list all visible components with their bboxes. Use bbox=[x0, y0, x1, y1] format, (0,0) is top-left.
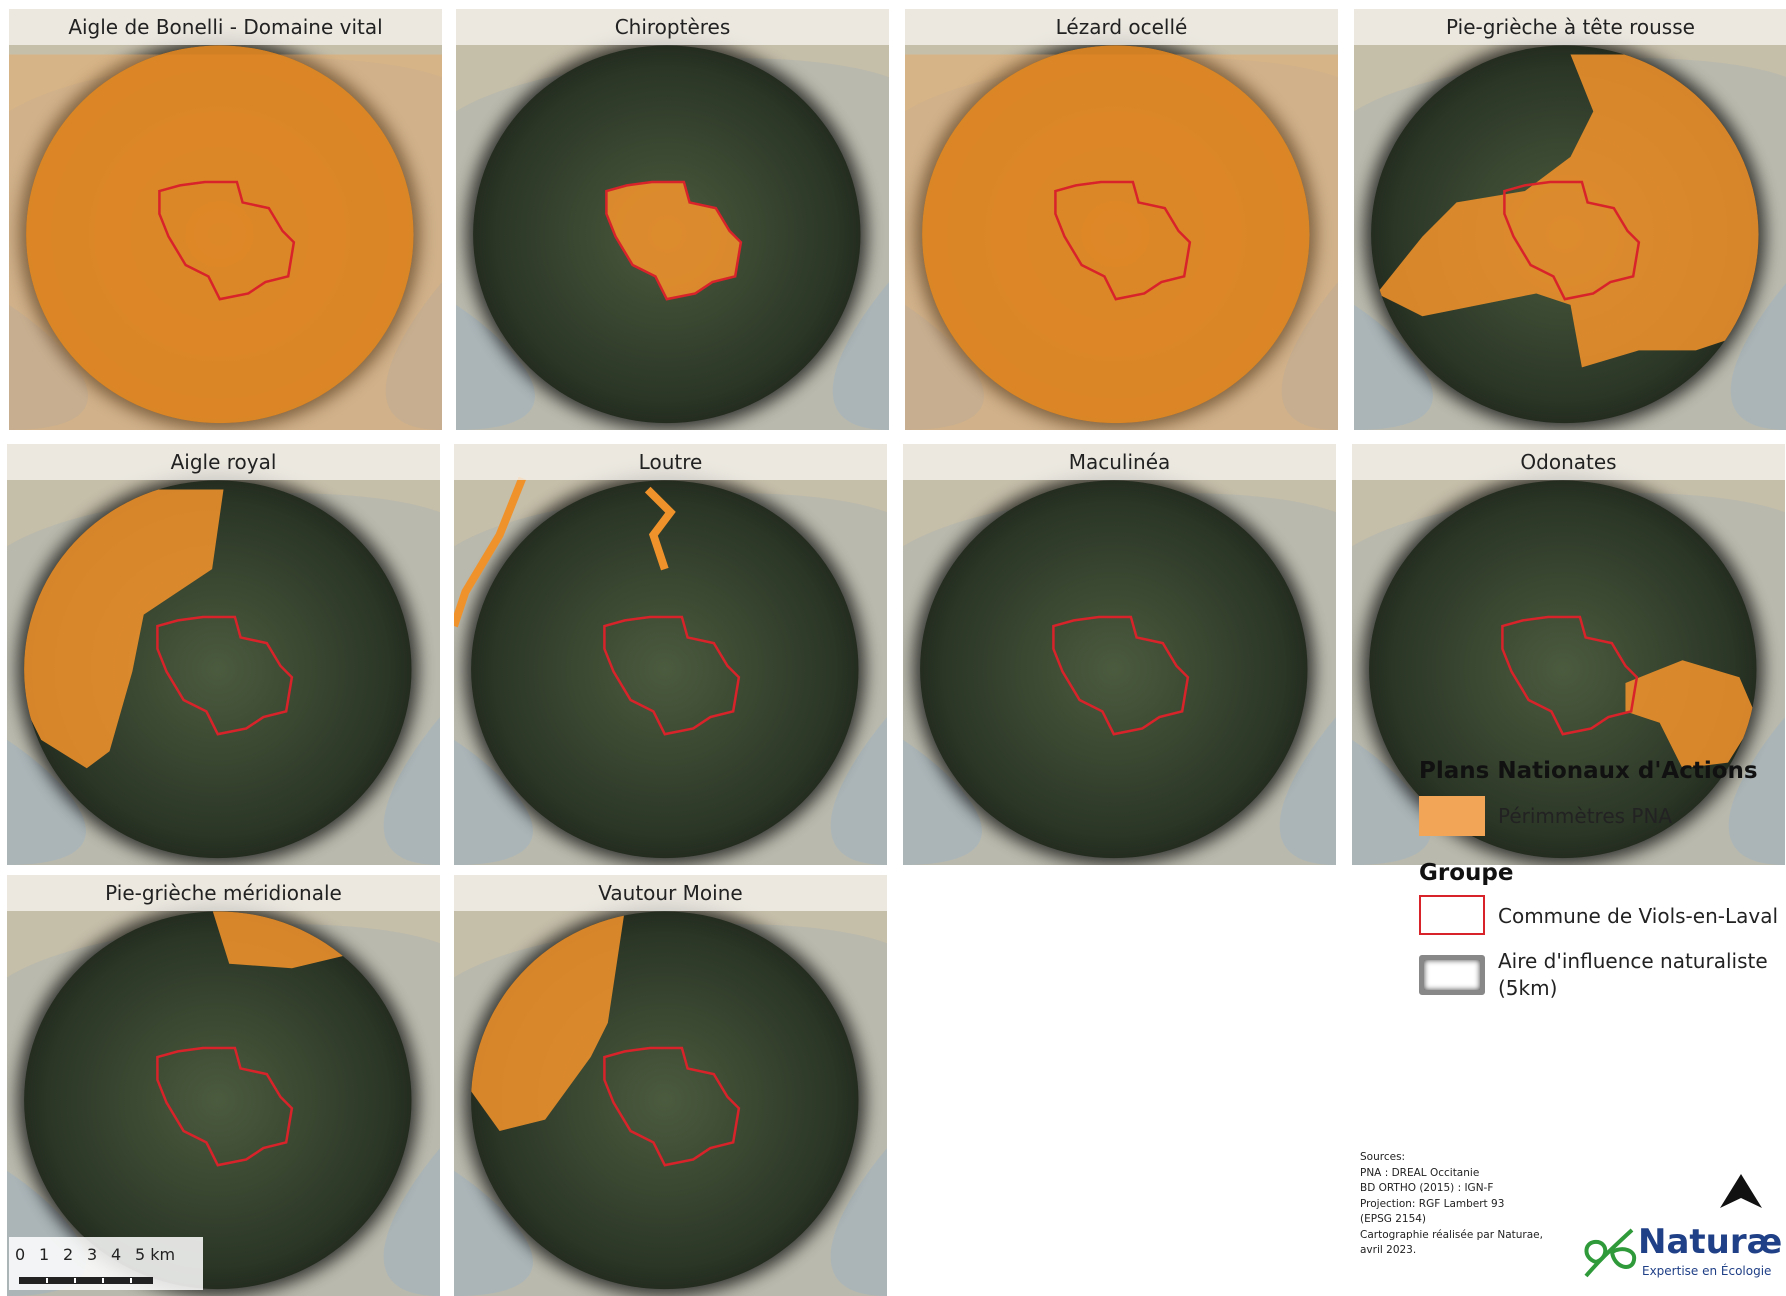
commune-swatch bbox=[1419, 895, 1485, 935]
map bbox=[454, 875, 887, 1296]
map bbox=[7, 875, 440, 1296]
logo-tagline: Expertise en Écologie bbox=[1642, 1264, 1772, 1278]
scale-label: 4 bbox=[111, 1245, 122, 1264]
source-line: PNA : DREAL Occitanie bbox=[1360, 1166, 1480, 1179]
pna-perimeter bbox=[24, 489, 224, 769]
map-panel: Pie-grièche à tête rousse bbox=[1354, 9, 1786, 430]
commune-outline bbox=[603, 615, 741, 736]
north-arrow bbox=[1720, 1174, 1762, 1208]
source-line: (EPSG 2154) bbox=[1360, 1213, 1427, 1225]
pna-area bbox=[1625, 660, 1757, 769]
legend-label: Commune de Viols-en-Laval bbox=[1498, 904, 1779, 928]
legend-heading: Groupe bbox=[1419, 860, 1514, 886]
terrain bbox=[905, 282, 1338, 430]
map bbox=[903, 444, 1336, 865]
influence-area bbox=[471, 480, 859, 859]
terrain bbox=[456, 282, 889, 430]
panel-title: Loutre bbox=[454, 444, 887, 480]
panel-title: Chiroptères bbox=[456, 9, 889, 45]
source-line: avril 2023. bbox=[1360, 1244, 1417, 1256]
influence-area bbox=[920, 480, 1308, 859]
commune-outline bbox=[1501, 615, 1639, 736]
map-panel: Aigle de Bonelli - Domaine vital bbox=[9, 9, 442, 430]
panel-title: Vautour Moine bbox=[454, 875, 887, 911]
terrain bbox=[454, 1148, 887, 1296]
panel-title: Odonates bbox=[1352, 444, 1785, 480]
pna-area bbox=[26, 45, 414, 424]
map-panel: Aigle royal bbox=[7, 444, 440, 865]
source-line: BD ORTHO (2015) : IGN-F bbox=[1360, 1182, 1494, 1194]
map bbox=[905, 9, 1338, 430]
source-line: Projection: RGF Lambert 93 bbox=[1360, 1197, 1505, 1210]
logo-icon bbox=[1584, 1228, 1637, 1278]
commune-outline bbox=[1054, 180, 1192, 301]
pna-area bbox=[212, 911, 349, 969]
legend-label: Périmmètres PNA bbox=[1498, 804, 1673, 828]
map bbox=[454, 444, 887, 865]
source-line: Cartographie réalisée par Naturae, bbox=[1360, 1228, 1543, 1241]
influence-area bbox=[24, 911, 412, 1290]
panel-title: Aigle de Bonelli - Domaine vital bbox=[9, 9, 442, 45]
logo-name: Naturæ bbox=[1638, 1222, 1783, 1262]
map-panel: Odonates bbox=[1352, 444, 1785, 865]
pna-area bbox=[922, 45, 1310, 424]
map-panel: Lézard ocellé bbox=[905, 9, 1338, 430]
map-panel: Chiroptères bbox=[456, 9, 889, 430]
commune-outline bbox=[605, 180, 743, 301]
map bbox=[7, 444, 440, 865]
scale-label: 0 bbox=[15, 1245, 26, 1264]
pna-area bbox=[1376, 54, 1759, 368]
pna-area bbox=[606, 181, 741, 300]
scale-bar-line bbox=[19, 1277, 153, 1284]
legend-label: Aire d'influence naturaliste (5km) bbox=[1498, 949, 1768, 1000]
panel-title: Pie-grièche méridionale bbox=[7, 875, 440, 911]
panel-title: Lézard ocellé bbox=[905, 9, 1338, 45]
legend-heading: Plans Nationaux d'Actions bbox=[1419, 758, 1758, 784]
scale-label: 1 bbox=[39, 1245, 50, 1264]
sources: Sources: PNA : DREAL Occitanie BD ORTHO (2… bbox=[1360, 1150, 1543, 1259]
terrain bbox=[1352, 717, 1785, 865]
commune-outline bbox=[603, 1046, 741, 1167]
commune-outline bbox=[1503, 180, 1641, 301]
terrain bbox=[903, 717, 1336, 865]
pna-swatch bbox=[1419, 796, 1485, 836]
map-panel: Maculinéa bbox=[903, 444, 1336, 865]
terrain bbox=[9, 282, 442, 430]
map bbox=[1352, 444, 1785, 865]
map-panel: Pie-grièche méridionale bbox=[7, 875, 440, 1296]
scale-label: 5 km bbox=[135, 1245, 176, 1264]
pna-river bbox=[454, 476, 676, 628]
map bbox=[9, 9, 442, 430]
panel-title: Aigle royal bbox=[7, 444, 440, 480]
commune-outline bbox=[156, 1046, 294, 1167]
scale-label: 3 bbox=[87, 1245, 98, 1264]
commune-outline bbox=[156, 615, 294, 736]
commune-outline bbox=[158, 180, 296, 301]
influence-area bbox=[1369, 480, 1757, 859]
map-panel: Loutre bbox=[454, 444, 887, 865]
aire-swatch bbox=[1419, 955, 1485, 995]
commune-outline bbox=[1052, 615, 1190, 736]
pna-perimeter bbox=[1376, 54, 1759, 368]
pna-perimeter bbox=[1625, 660, 1757, 769]
source-line: Sources: bbox=[1360, 1151, 1406, 1163]
pna-perimeter bbox=[606, 181, 741, 300]
map bbox=[1354, 9, 1786, 430]
pna-area bbox=[24, 489, 224, 769]
terrain bbox=[1354, 283, 1786, 430]
logo: Naturæ Expertise en Écologie bbox=[1578, 1222, 1782, 1284]
terrain bbox=[7, 717, 440, 865]
panel-title: Pie-grièche à tête rousse bbox=[1354, 9, 1786, 45]
terrain bbox=[454, 717, 887, 865]
map bbox=[456, 9, 889, 430]
map-panel: Vautour Moine bbox=[454, 875, 887, 1296]
panel-title: Maculinéa bbox=[903, 444, 1336, 480]
scale-label: 2 bbox=[63, 1245, 74, 1264]
pna-perimeter bbox=[212, 911, 349, 969]
